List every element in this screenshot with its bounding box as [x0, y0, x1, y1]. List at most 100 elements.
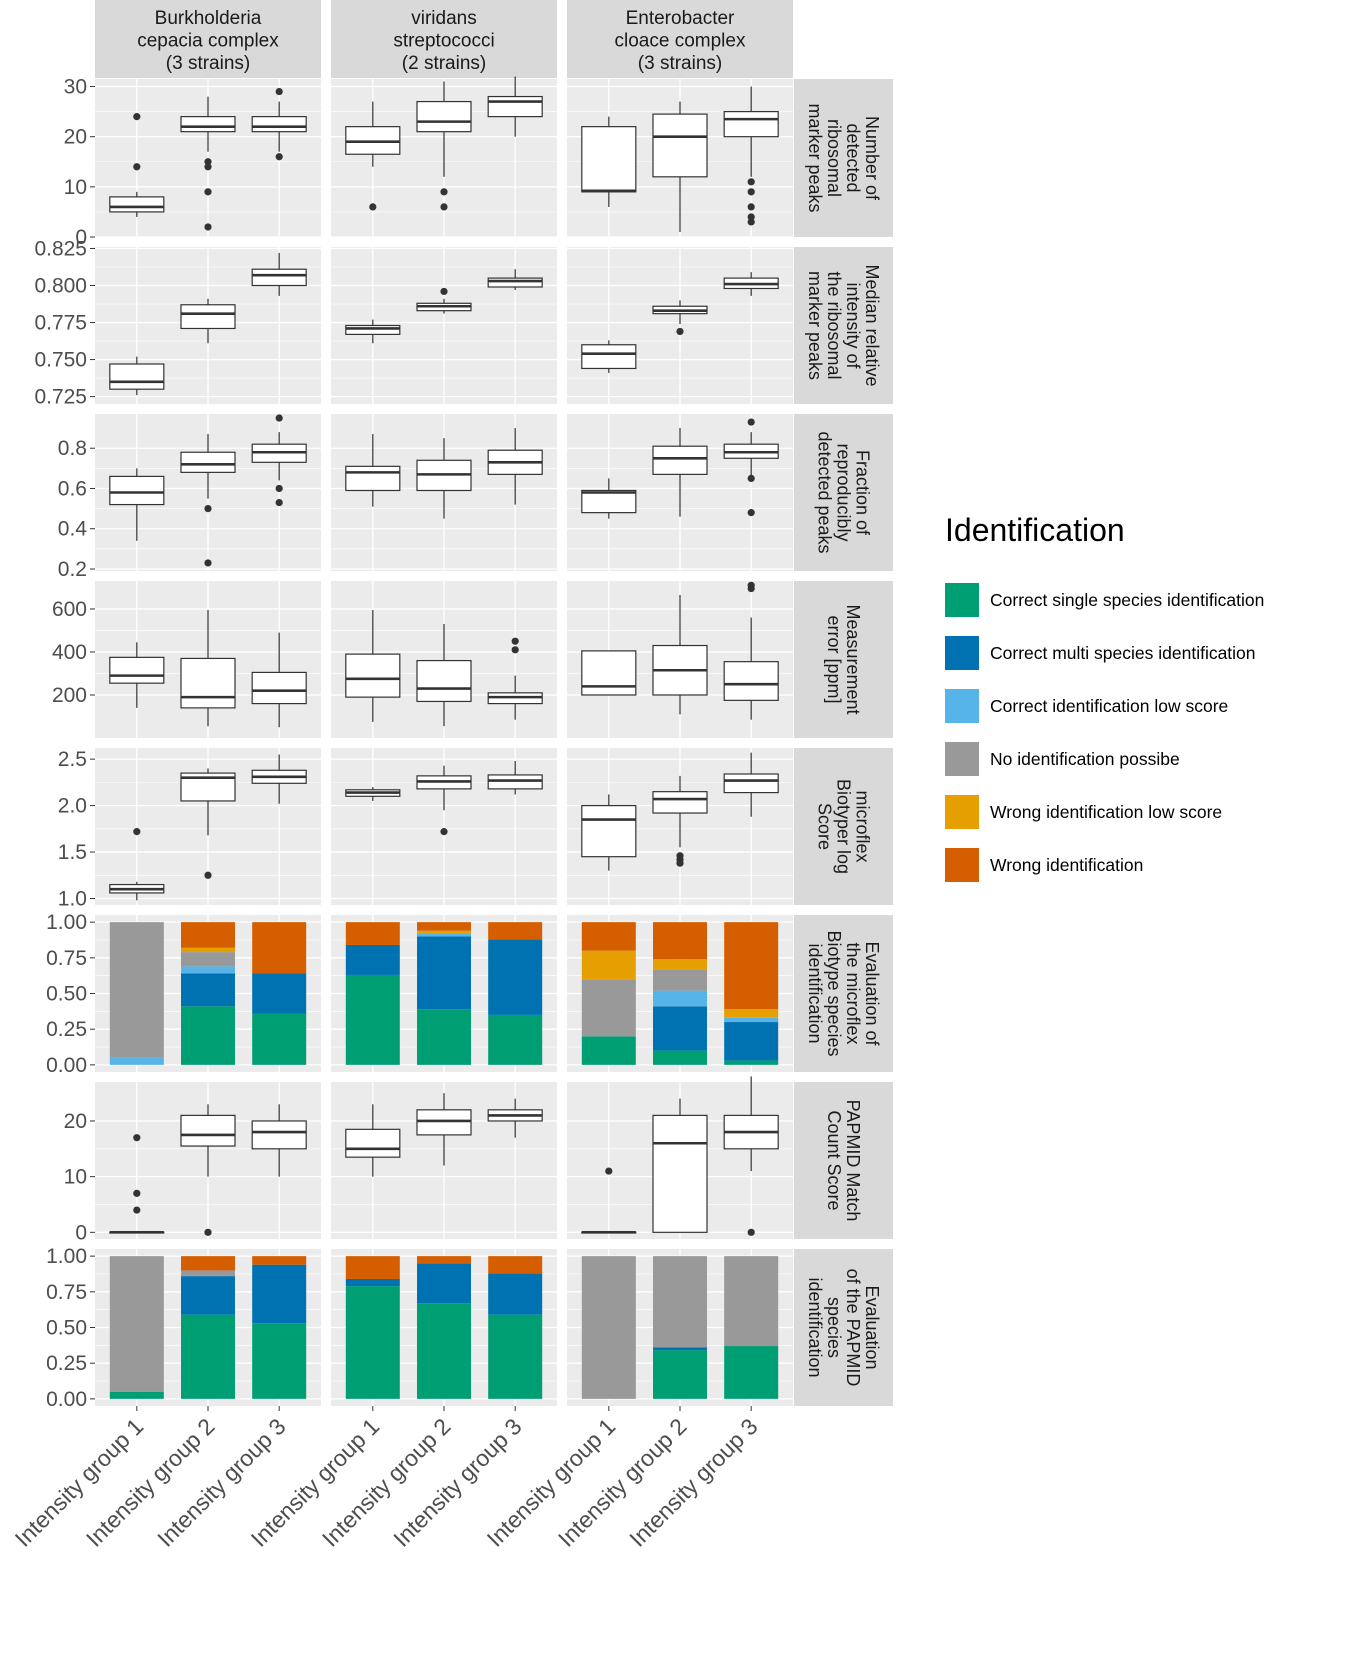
stacked-bar-segment — [581, 950, 636, 980]
row-strip-label: microflex — [853, 790, 873, 862]
row-strip — [794, 915, 893, 1072]
stacked-bar-segment — [417, 1009, 471, 1065]
row-strip-label: intensity of — [843, 282, 863, 369]
box-outlier-point — [747, 203, 755, 211]
box-iqr — [581, 344, 637, 370]
box-iqr — [581, 489, 637, 514]
stacked-bar-segment — [252, 1264, 307, 1324]
stacked-bar-segment — [345, 974, 400, 1065]
y-tick-label: 2.0 — [58, 795, 87, 818]
row-strip-label: of the PAPMID — [843, 1269, 863, 1387]
box-iqr — [180, 657, 236, 709]
y-tick-label: 1.5 — [58, 841, 87, 864]
box-outlier-point — [204, 1228, 212, 1236]
box-outlier-point — [676, 852, 684, 860]
box-iqr — [652, 113, 708, 178]
row-strip-label: Evaluation of — [862, 941, 882, 1046]
stacked-bar-segment — [488, 922, 543, 940]
box-outlier-point — [133, 1134, 141, 1142]
stacked-bar-segment — [581, 922, 636, 951]
box-outlier-point — [747, 474, 755, 483]
y-tick-label: 400 — [52, 641, 87, 664]
x-tick-label: Intensity group 2 — [317, 1413, 456, 1552]
stacked-bar-segment — [345, 1286, 400, 1399]
stacked-bar-segment — [181, 973, 235, 1007]
column-strip-label: viridans — [411, 8, 476, 29]
stacked-bar-segment — [653, 969, 707, 991]
stacked-bar-segment — [109, 1391, 164, 1399]
stacked-bar-segment — [181, 1314, 235, 1399]
stacked-bar-segment — [653, 990, 707, 1007]
column-strip — [95, 0, 321, 78]
box-outlier-point — [440, 287, 448, 296]
stacked-bar-segment — [252, 973, 307, 1014]
box-outlier-point — [605, 1167, 613, 1175]
box-iqr — [345, 653, 401, 698]
stacked-bar-segment — [724, 922, 779, 1010]
stacked-bar-segment — [724, 1022, 779, 1061]
box-outlier-point — [747, 178, 755, 186]
box-outlier-point — [747, 581, 755, 589]
column-strip-label: Burkholderia — [155, 8, 262, 29]
legend-swatch — [945, 795, 979, 829]
stacked-bar-segment — [488, 1273, 543, 1315]
legend-item-label: No identification possibe — [990, 749, 1180, 769]
stacked-bar-segment — [417, 922, 471, 931]
box-iqr — [251, 116, 307, 133]
box-iqr — [723, 111, 779, 138]
box-iqr — [581, 126, 637, 193]
row-strip-label: reproducibly — [834, 443, 854, 541]
row-strip-label: Evaluation — [862, 1285, 882, 1369]
y-tick-label: 200 — [52, 684, 87, 707]
y-tick-label: 1.0 — [58, 887, 87, 910]
y-tick-label: 0.6 — [58, 477, 87, 500]
box-iqr — [487, 277, 543, 288]
row-strip-label: identification — [805, 943, 825, 1043]
row-strip-label: detected — [843, 123, 863, 192]
box-outlier-point — [747, 509, 755, 517]
row-strip-label: identification — [805, 1277, 825, 1377]
box-outlier-point — [511, 637, 519, 645]
legend-item-label: Correct single species identification — [990, 590, 1264, 610]
box-outlier-point — [440, 828, 448, 836]
stacked-bar-segment — [653, 1050, 707, 1065]
y-tick-label: 20 — [64, 1110, 87, 1133]
box-outlier-point — [747, 213, 755, 221]
y-tick-label: 0.4 — [58, 518, 88, 541]
y-tick-label: 0.825 — [34, 237, 87, 260]
box-outlier-point — [275, 414, 283, 422]
row-strip — [794, 581, 893, 738]
stacked-bar-segment — [417, 936, 471, 1010]
box-outlier-point — [747, 418, 755, 426]
box-iqr — [652, 1114, 708, 1233]
stacked-bar-segment — [181, 952, 235, 967]
box-outlier-point — [676, 327, 684, 336]
row-strip-label: marker peaks — [805, 271, 825, 380]
stacked-bar-segment — [252, 922, 307, 974]
row-strip-label: PAPMID Match — [843, 1100, 863, 1222]
box-outlier-point — [275, 153, 283, 161]
stacked-bar-segment — [653, 1006, 707, 1051]
stacked-bar-segment — [345, 922, 400, 945]
stacked-bar-segment — [109, 922, 164, 1058]
stacked-bar-segment — [181, 1006, 235, 1065]
box-iqr — [180, 451, 236, 473]
y-tick-label: 0 — [75, 1221, 87, 1244]
box-outlier-point — [275, 87, 283, 96]
stacked-bar-segment — [724, 1346, 779, 1399]
stacked-bar-segment — [181, 1270, 235, 1277]
stacked-bar-segment — [181, 922, 235, 948]
stacked-bar-segment — [581, 1256, 636, 1399]
row-strip-label: Biotype species — [824, 930, 844, 1056]
y-tick-label: 0.25 — [46, 1352, 87, 1375]
x-tick-label: Intensity group 3 — [624, 1413, 763, 1552]
box-outlier-point — [204, 163, 212, 171]
stacked-bar-segment — [181, 947, 235, 953]
column-strip-label: (3 strains) — [638, 53, 722, 74]
row-strip — [794, 1082, 893, 1239]
